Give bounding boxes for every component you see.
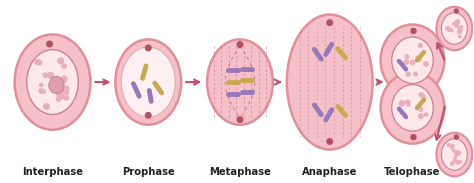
Ellipse shape: [441, 139, 467, 170]
Ellipse shape: [115, 39, 181, 125]
Circle shape: [57, 92, 63, 98]
Circle shape: [455, 24, 458, 27]
Circle shape: [458, 31, 461, 34]
Circle shape: [47, 72, 54, 78]
Circle shape: [35, 59, 40, 64]
Circle shape: [419, 44, 422, 47]
Circle shape: [455, 9, 458, 13]
Ellipse shape: [121, 47, 175, 117]
Circle shape: [64, 86, 69, 92]
Circle shape: [416, 56, 421, 61]
Circle shape: [456, 20, 460, 24]
Circle shape: [47, 41, 52, 47]
Ellipse shape: [49, 76, 64, 94]
Ellipse shape: [27, 50, 78, 114]
Circle shape: [146, 113, 151, 118]
Circle shape: [410, 60, 415, 64]
Circle shape: [61, 76, 67, 82]
Ellipse shape: [207, 39, 273, 125]
Circle shape: [404, 60, 409, 64]
Ellipse shape: [381, 72, 445, 144]
Circle shape: [451, 162, 454, 165]
Ellipse shape: [15, 34, 91, 130]
Circle shape: [44, 104, 49, 110]
Circle shape: [414, 72, 418, 76]
Circle shape: [454, 157, 456, 159]
Ellipse shape: [381, 25, 445, 96]
Text: Prophase: Prophase: [122, 167, 174, 178]
Circle shape: [455, 152, 457, 154]
Circle shape: [37, 61, 42, 65]
Ellipse shape: [437, 133, 472, 176]
Circle shape: [456, 160, 460, 164]
Circle shape: [49, 83, 54, 88]
Circle shape: [39, 89, 43, 93]
Circle shape: [40, 83, 43, 87]
Circle shape: [64, 91, 68, 94]
Circle shape: [453, 159, 456, 163]
Circle shape: [459, 35, 461, 38]
Text: Telophase: Telophase: [384, 167, 441, 178]
Circle shape: [327, 139, 333, 144]
Circle shape: [419, 114, 423, 118]
Circle shape: [447, 28, 451, 31]
Circle shape: [421, 95, 425, 99]
Circle shape: [62, 88, 67, 93]
Ellipse shape: [441, 13, 467, 44]
Text: Interphase: Interphase: [22, 167, 83, 178]
Circle shape: [456, 23, 458, 25]
Ellipse shape: [392, 85, 433, 131]
Circle shape: [62, 95, 65, 99]
Circle shape: [455, 135, 458, 139]
Text: Anaphase: Anaphase: [302, 167, 357, 178]
Circle shape: [42, 90, 46, 93]
Circle shape: [424, 62, 428, 66]
Circle shape: [406, 72, 410, 76]
Ellipse shape: [287, 15, 373, 150]
Circle shape: [62, 64, 66, 68]
Circle shape: [419, 108, 422, 111]
Ellipse shape: [392, 37, 433, 83]
Circle shape: [237, 42, 243, 47]
Circle shape: [460, 161, 462, 163]
Circle shape: [458, 152, 461, 154]
Circle shape: [406, 100, 410, 104]
Circle shape: [460, 26, 463, 28]
Circle shape: [58, 58, 64, 64]
Circle shape: [62, 78, 66, 82]
Circle shape: [327, 20, 333, 25]
Circle shape: [411, 135, 416, 140]
Text: Metaphase: Metaphase: [209, 167, 271, 178]
Circle shape: [453, 23, 455, 25]
Circle shape: [450, 29, 453, 32]
Circle shape: [454, 156, 456, 158]
Circle shape: [425, 113, 428, 116]
Circle shape: [456, 151, 459, 155]
Ellipse shape: [437, 7, 472, 50]
Circle shape: [455, 152, 459, 156]
Circle shape: [146, 45, 151, 51]
Circle shape: [453, 150, 455, 152]
Circle shape: [407, 103, 410, 106]
Circle shape: [447, 143, 450, 147]
Circle shape: [419, 93, 423, 97]
Circle shape: [405, 55, 409, 59]
Circle shape: [56, 97, 61, 101]
Circle shape: [237, 117, 243, 122]
Circle shape: [458, 27, 462, 32]
Circle shape: [64, 96, 68, 100]
Ellipse shape: [317, 74, 343, 90]
Circle shape: [451, 147, 453, 149]
Circle shape: [43, 73, 47, 77]
Circle shape: [452, 144, 454, 147]
Circle shape: [399, 101, 404, 106]
Circle shape: [411, 29, 416, 33]
Circle shape: [446, 27, 449, 30]
